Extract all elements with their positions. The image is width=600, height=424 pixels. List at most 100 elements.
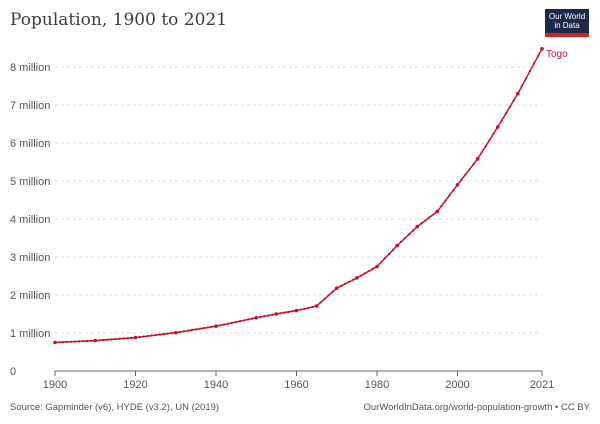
series-dot	[126, 337, 129, 340]
series-dot	[190, 328, 193, 332]
series-dot	[102, 338, 105, 342]
series-dot	[460, 178, 463, 181]
series-dot	[267, 314, 270, 317]
series-dot	[255, 316, 258, 319]
series-dot	[335, 287, 338, 290]
series-dot	[303, 307, 306, 310]
series-dot	[247, 318, 250, 321]
series-dot	[391, 248, 395, 251]
series-dot	[540, 47, 544, 50]
series-dot	[500, 119, 503, 122]
series-dot	[86, 339, 89, 343]
series-line-togo[interactable]	[54, 48, 543, 344]
series-dot	[182, 330, 185, 333]
series-dot	[146, 334, 149, 338]
series-dot	[226, 322, 230, 325]
logo-line-1: Our World	[548, 12, 586, 21]
series-dot	[428, 216, 431, 219]
series-dot	[279, 312, 282, 315]
series-dot	[174, 331, 177, 334]
y-tick-label: 5 million	[10, 176, 50, 188]
series-dot	[194, 328, 197, 331]
series-dot	[142, 335, 145, 338]
series-dot	[222, 323, 226, 326]
series-dot	[528, 70, 532, 73]
series-dot	[396, 244, 399, 247]
series-dot	[416, 225, 419, 228]
series-dot	[524, 77, 528, 80]
series-dot	[122, 337, 125, 340]
series-dot	[57, 341, 61, 344]
series-dot	[82, 340, 85, 343]
series-dot	[186, 329, 189, 332]
series-dot	[295, 309, 298, 312]
series-dot	[251, 317, 254, 320]
y-tick-label: 7 million	[10, 100, 50, 112]
series-dot	[331, 290, 334, 293]
series-dot	[355, 276, 358, 279]
series-dot	[214, 325, 218, 328]
series-dot	[339, 285, 342, 288]
series-labels: Togo	[546, 49, 568, 60]
series-dot	[53, 341, 57, 344]
series-dot	[130, 336, 133, 339]
series-dot	[138, 335, 141, 339]
series-dot	[448, 194, 451, 197]
series-dot	[480, 151, 483, 154]
series-dot	[468, 168, 471, 171]
x-tick-label: 1900	[43, 379, 67, 391]
y-tick-label: 6 million	[10, 138, 50, 150]
x-tick-label: 1960	[284, 379, 308, 391]
x-tick-label: 1980	[365, 379, 389, 391]
x-tick-label: 2021	[530, 379, 554, 391]
series-dot	[198, 327, 201, 330]
series-dot	[110, 338, 113, 341]
y-tick-label: 4 million	[10, 214, 50, 226]
series-dot	[532, 62, 536, 65]
series-dot	[440, 204, 443, 208]
series-dot	[206, 326, 210, 329]
y-tick-label: 2 million	[10, 290, 50, 302]
series-dot	[472, 163, 475, 166]
series-dot	[476, 157, 479, 161]
series-dot	[492, 132, 495, 135]
x-tick-label: 1940	[204, 379, 228, 391]
series-dot	[512, 99, 515, 102]
y-tick-label: 3 million	[10, 252, 50, 264]
series-dot	[383, 257, 387, 260]
series-dot	[496, 125, 499, 129]
series-dot	[484, 145, 487, 148]
series-dot	[162, 333, 165, 336]
series-dot	[456, 183, 459, 186]
series-dot	[235, 320, 238, 324]
series-dot	[299, 308, 302, 311]
series-dot	[98, 339, 101, 342]
series-dot	[287, 310, 290, 314]
series-dot	[379, 261, 383, 264]
series-dot	[307, 306, 310, 309]
series-dot	[400, 240, 403, 243]
source-url[interactable]: OurWorldInData.org/world-population-grow…	[363, 402, 591, 413]
series-dot	[387, 252, 391, 256]
series-dot	[202, 326, 206, 330]
x-tick-label: 2000	[445, 379, 469, 391]
series-dot	[69, 340, 73, 343]
series-dot	[452, 189, 455, 192]
series-dot	[319, 301, 322, 304]
series-dot	[536, 55, 540, 58]
series-layer	[53, 46, 544, 345]
series-dot	[218, 324, 222, 327]
series-dot	[311, 305, 314, 309]
series-dot	[114, 337, 117, 341]
series-dot	[367, 269, 371, 273]
y-tick-label: 8 million	[10, 62, 50, 74]
series-dot	[158, 333, 161, 336]
series-dot	[424, 219, 427, 222]
series-dot	[65, 340, 69, 344]
series-dot	[291, 310, 294, 313]
owid-logo[interactable]: Our World in Data	[545, 9, 589, 37]
gridlines	[55, 66, 542, 334]
series-dot	[464, 173, 467, 176]
logo-line-2: in Data	[554, 21, 580, 30]
